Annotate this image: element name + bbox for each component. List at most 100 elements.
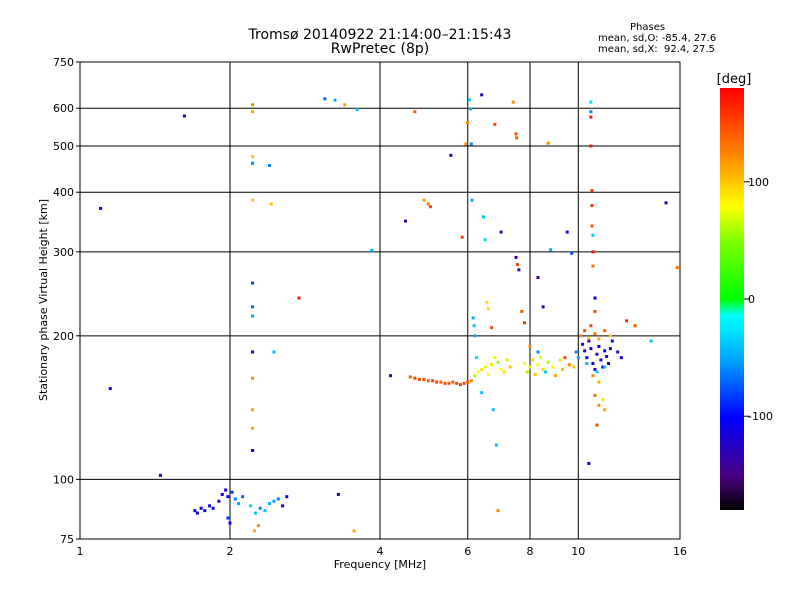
data-point (546, 141, 550, 145)
y-axis-label: Stationary phase Virtual Height [km] (37, 199, 50, 401)
data-point (480, 391, 484, 395)
colorbar-tick-label: 100 (748, 176, 769, 189)
data-point (251, 350, 255, 354)
data-point (574, 350, 578, 354)
y-tick-label: 300 (53, 246, 74, 259)
data-point (220, 492, 224, 496)
data-point (589, 115, 593, 119)
data-point (403, 219, 407, 223)
data-point (426, 379, 430, 383)
stats-o-mode: mean, sd,O: -85.4, 27.6 (598, 33, 717, 44)
x-axis-label: Frequency [MHz] (334, 558, 426, 571)
data-point (439, 380, 443, 384)
data-point (502, 370, 506, 374)
data-point (233, 497, 237, 501)
data-point (515, 136, 519, 140)
data-point (601, 365, 605, 369)
data-point (458, 383, 462, 387)
data-point (285, 495, 289, 499)
data-point (256, 524, 260, 528)
data-point (473, 334, 477, 338)
data-point (528, 365, 532, 369)
data-point (297, 296, 301, 300)
data-point (199, 506, 203, 510)
data-point (539, 356, 543, 360)
data-point (616, 350, 620, 354)
data-point (469, 379, 473, 383)
colorbar-tick-label: -100 (748, 410, 773, 423)
data-point (451, 380, 455, 384)
y-tick-label: 100 (53, 473, 74, 486)
data-point (589, 110, 593, 114)
data-point (422, 198, 426, 202)
data-point (490, 326, 494, 330)
data-point (591, 264, 595, 268)
data-point (595, 352, 599, 356)
data-point (590, 189, 594, 193)
data-point (468, 98, 472, 102)
data-point (597, 344, 601, 348)
data-point (389, 374, 393, 378)
data-point (664, 201, 668, 205)
data-point (587, 336, 591, 340)
data-point (251, 426, 255, 430)
x-tick-label: 8 (527, 545, 534, 558)
data-point (591, 250, 595, 254)
x-tick-label: 6 (464, 545, 471, 558)
data-point (462, 381, 466, 385)
data-point (593, 393, 597, 397)
data-point (251, 376, 255, 380)
data-point (549, 248, 553, 252)
data-point (595, 370, 599, 374)
data-point (553, 374, 557, 378)
data-point (251, 314, 255, 318)
data-point (228, 521, 232, 525)
data-point (493, 356, 497, 360)
data-point (236, 502, 240, 506)
x-tick-label: 4 (377, 545, 384, 558)
data-point (593, 332, 597, 336)
x-tick-label: 1 (77, 545, 84, 558)
data-point (570, 251, 574, 255)
data-point (583, 329, 587, 333)
data-point (525, 370, 529, 374)
data-point (370, 248, 374, 252)
data-point (587, 339, 591, 343)
data-point (649, 339, 653, 343)
axis-ticks: 1 2 4 6 8 10 16 75 100 200 300 400 500 600 750 (53, 56, 687, 558)
data-point (581, 342, 585, 346)
data-point (551, 365, 555, 369)
data-point (567, 363, 571, 367)
data-point (355, 108, 359, 112)
y-tick-label: 750 (53, 56, 74, 69)
data-point (481, 215, 485, 219)
data-point (258, 506, 262, 510)
data-point (607, 361, 611, 365)
data-point (251, 408, 255, 412)
data-point (587, 461, 591, 465)
data-point (528, 344, 532, 348)
data-point (267, 164, 271, 168)
data-point (333, 98, 337, 102)
data-point (603, 408, 607, 412)
data-point (476, 370, 480, 374)
data-point (511, 100, 515, 104)
data-point (251, 448, 255, 452)
data-point (608, 334, 612, 338)
data-point (249, 504, 253, 508)
data-point (599, 358, 603, 362)
data-point (470, 198, 474, 202)
data-point (253, 511, 257, 515)
y-tick-label: 500 (53, 140, 74, 153)
data-point (490, 363, 494, 367)
data-point (352, 529, 356, 533)
y-tick-label: 400 (53, 186, 74, 199)
data-point (485, 300, 489, 304)
colorbar-ticks: 100 0 -100 (744, 176, 773, 423)
data-point (591, 361, 595, 365)
data-point (561, 367, 565, 371)
y-tick-label: 200 (53, 330, 74, 343)
data-point (533, 372, 537, 376)
data-point (224, 488, 228, 492)
data-point (230, 490, 234, 494)
